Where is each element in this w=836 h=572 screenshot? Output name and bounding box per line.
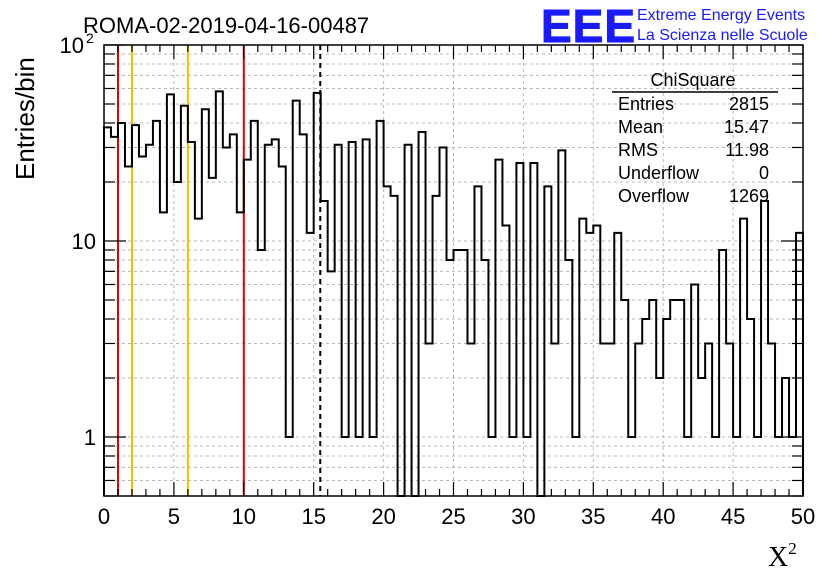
- eee-logo: EEE Extreme Energy Events La Scienza nel…: [541, 0, 808, 53]
- stats-mean-value: 15.47: [724, 117, 769, 137]
- x-tick-label: 0: [98, 504, 110, 529]
- x-tick-label: 50: [791, 504, 815, 529]
- axis-ticks: [103, 44, 804, 497]
- chart-title: ROMA-02-2019-04-16-00487: [83, 13, 369, 38]
- stats-entries-value: 2815: [729, 94, 769, 114]
- y-tick-label: 10: [72, 229, 96, 254]
- x-axis-label: X2: [768, 539, 797, 572]
- eee-logo-line2: La Scienza nelle Scuole: [637, 27, 808, 44]
- stats-rms-label: RMS: [618, 140, 658, 160]
- stats-underflow-label: Underflow: [618, 163, 700, 183]
- x-axis-label-exponent: 2: [788, 539, 797, 558]
- reference-lines: [116, 45, 322, 496]
- x-tick-label: 40: [651, 504, 675, 529]
- y-axis-label: Entries/bin: [10, 57, 40, 180]
- x-tick-label: 10: [232, 504, 256, 529]
- stats-overflow-label: Overflow: [618, 186, 690, 206]
- histogram-outline: [103, 90, 804, 497]
- x-tick-label: 25: [441, 504, 465, 529]
- x-tick-label: 15: [301, 504, 325, 529]
- x-tick-label: 45: [721, 504, 745, 529]
- eee-logo-line1: Extreme Energy Events: [637, 7, 805, 24]
- x-axis-label-main: X: [768, 542, 788, 572]
- eee-logo-mark: EEE: [541, 0, 636, 52]
- stats-mean-label: Mean: [618, 117, 663, 137]
- stats-underflow-value: 0: [759, 163, 769, 183]
- y-tick-exponent: 2: [86, 30, 94, 46]
- y-tick-label: 1: [84, 425, 96, 450]
- stats-box: ChiSquare Entries 2815 Mean 15.47 RMS 11…: [612, 70, 778, 206]
- x-tick-label: 5: [168, 504, 180, 529]
- y-tick-label: 10: [60, 33, 84, 58]
- stats-title: ChiSquare: [650, 70, 735, 90]
- x-tick-label: 35: [581, 504, 605, 529]
- x-tick-label: 20: [371, 504, 395, 529]
- stats-overflow-value: 1269: [729, 186, 769, 206]
- x-tick-label: 30: [511, 504, 535, 529]
- stats-entries-label: Entries: [618, 94, 674, 114]
- stats-rms-value: 11.98: [725, 140, 769, 160]
